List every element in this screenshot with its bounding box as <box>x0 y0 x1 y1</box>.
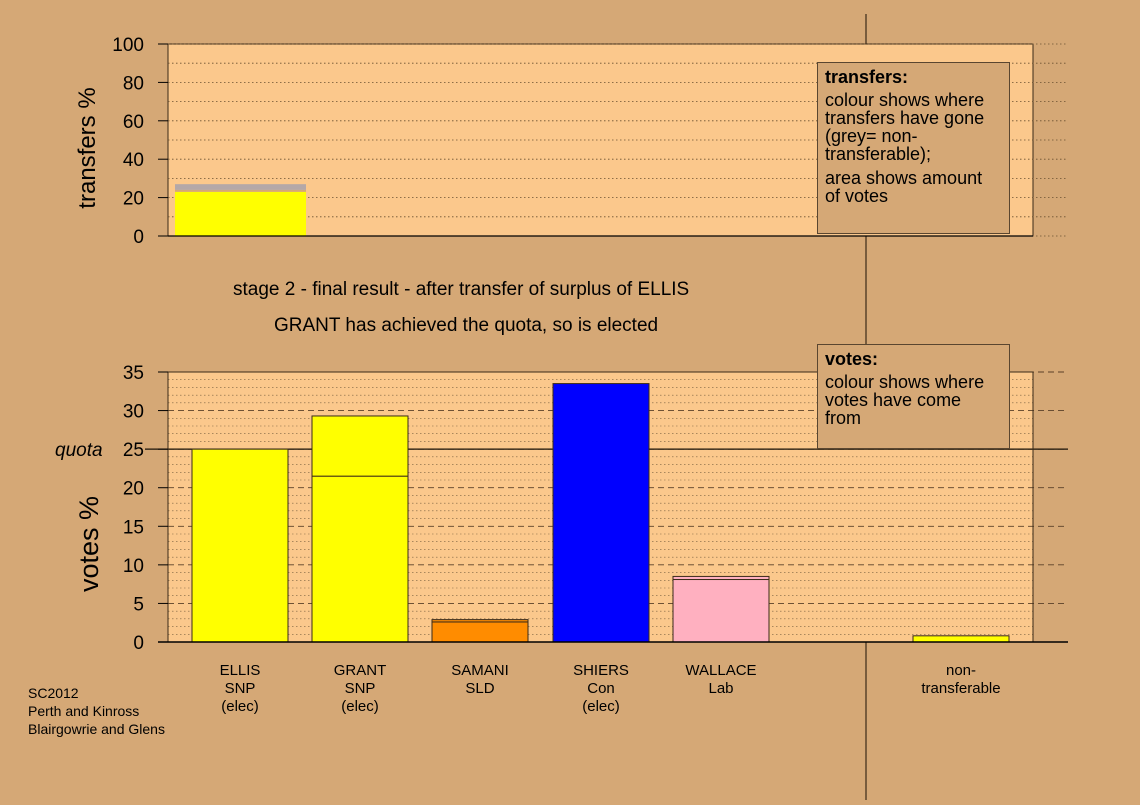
candidate-party: Con <box>587 680 615 697</box>
candidate-label: GRANT SNP (elec) <box>305 662 415 716</box>
votes-legend-text: colour shows where votes have come from <box>825 372 985 428</box>
transfers-legend-text: area shows amount of votes <box>825 168 983 206</box>
vote-bar-segment <box>431 621 529 643</box>
candidate-label: SAMANI SLD <box>425 662 535 698</box>
y-tick-label: 60 <box>123 112 144 133</box>
vote-bar-segment <box>191 448 289 643</box>
candidate-name: GRANT <box>333 662 387 679</box>
quota-label: quota <box>55 440 103 461</box>
transfer-bar-segment <box>175 184 306 190</box>
candidate-status: (elec) <box>341 698 379 715</box>
candidate-party: SLD <box>465 680 495 697</box>
candidate-status: (elec) <box>582 698 620 715</box>
y-axis-label: transfers % <box>74 87 101 208</box>
candidate-party: SNP <box>344 680 376 697</box>
transfers-legend: transfers: colour shows where transfers … <box>817 62 1010 234</box>
vote-bar-segment <box>552 383 650 643</box>
y-tick-label: 100 <box>112 35 144 56</box>
vote-bar-segment <box>311 415 409 477</box>
votes-legend: votes: colour shows where votes have com… <box>817 344 1010 449</box>
transfers-legend-text: colour shows where transfers have gone (… <box>825 90 985 164</box>
candidate-label: non- transferable <box>906 662 1016 698</box>
y-tick-label: 20 <box>123 189 144 210</box>
vote-bar-segment <box>672 579 770 643</box>
stage-caption: stage 2 - final result - after transfer … <box>233 279 690 300</box>
y-tick-label: 0 <box>133 633 144 654</box>
transfers-legend-title: transfers: <box>825 67 909 87</box>
y-tick-label: 10 <box>123 556 144 577</box>
candidate-name: SHIERS <box>573 662 629 679</box>
footer-line: Blairgowrie and Glens <box>28 721 165 737</box>
y-tick-label: 5 <box>133 594 144 615</box>
result-caption: GRANT has achieved the quota, so is elec… <box>274 315 659 336</box>
candidate-label: ELLIS SNP (elec) <box>185 662 295 716</box>
vote-bar-segment <box>912 635 1010 643</box>
y-tick-label: 40 <box>123 150 144 171</box>
vote-bar-segment <box>311 475 409 643</box>
footer-line: Perth and Kinross <box>28 703 140 719</box>
candidate-name: non- <box>945 662 977 679</box>
y-axis-label: votes % <box>74 496 104 592</box>
y-tick-label: 30 <box>123 402 144 423</box>
transfer-bar-segment <box>175 191 306 236</box>
candidate-name: WALLACE <box>685 662 757 679</box>
candidate-status: (elec) <box>221 698 259 715</box>
votes-legend-title: votes: <box>825 349 879 369</box>
y-tick-label: 15 <box>123 517 144 538</box>
footer-info: SC2012 Perth and Kinross Blairgowrie and… <box>28 684 165 738</box>
candidate-label: SHIERS Con (elec) <box>546 662 656 716</box>
candidate-label: WALLACE Lab <box>666 662 776 698</box>
y-tick-label: 20 <box>123 479 144 500</box>
y-tick-label: 35 <box>123 363 144 384</box>
candidate-name: ELLIS <box>219 662 261 679</box>
vote-bar-segment <box>672 575 770 581</box>
vote-bar-segment <box>431 619 529 623</box>
transfer-bar-segment <box>175 189 306 192</box>
candidate-party: SNP <box>224 680 256 697</box>
footer-line: SC2012 <box>28 685 79 701</box>
candidate-party: transferable <box>921 680 1001 697</box>
candidate-name: SAMANI <box>451 662 509 679</box>
y-tick-label: 0 <box>133 227 144 248</box>
y-tick-label: 80 <box>123 73 144 94</box>
votes-chart: quota 0 5 10 15 20 25 30 35 votes % <box>55 363 1068 654</box>
y-tick-label: 25 <box>123 440 144 461</box>
candidate-party: Lab <box>708 680 734 697</box>
